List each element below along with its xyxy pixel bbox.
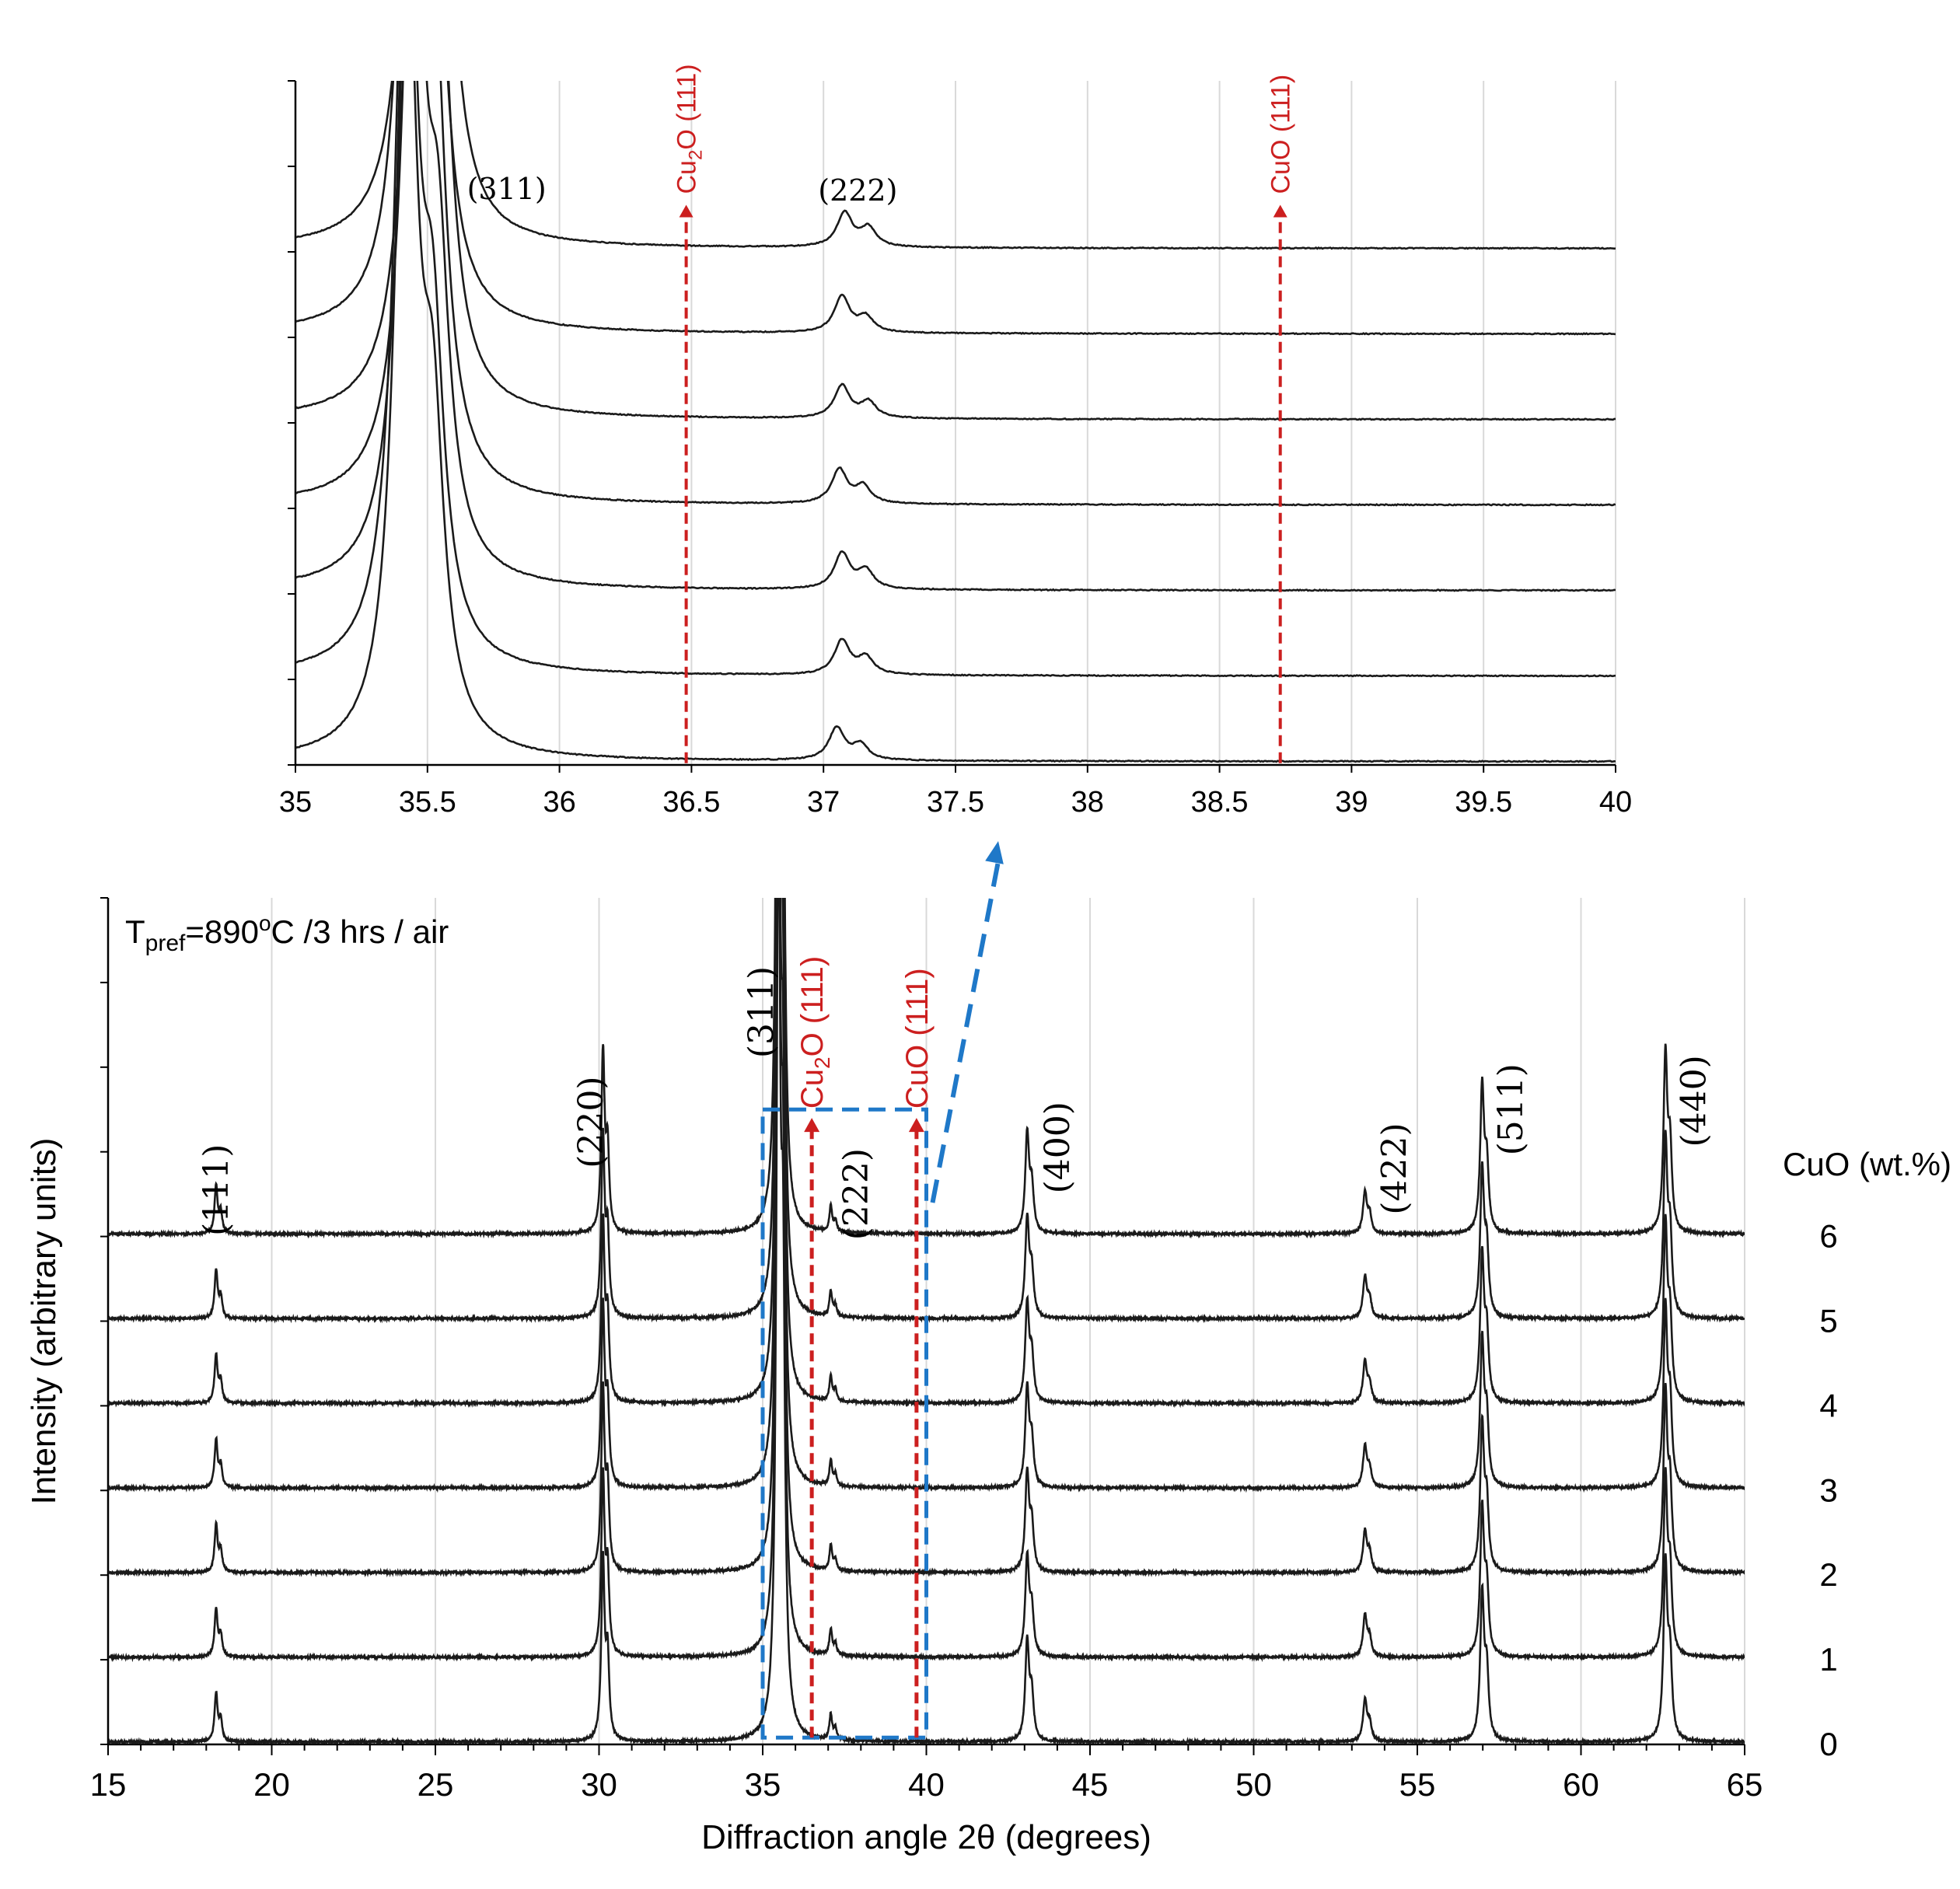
- main-series-label: 2: [1819, 1556, 1837, 1593]
- inset-phase-marker-arrow: [1273, 204, 1287, 218]
- main-x-tick-label: 35: [745, 1766, 781, 1803]
- main-peak-label: (440): [1675, 1055, 1714, 1147]
- inset-phase-marker-label: Cu2O (111): [673, 64, 707, 194]
- inset-series-6: [295, 81, 1616, 250]
- inset-series-4: [295, 81, 1616, 421]
- main-peak-label: (400): [1038, 1102, 1078, 1193]
- main-phase-marker-label: CuO (111): [900, 968, 935, 1109]
- main-y-axis-title: Intensity (arbitrary units): [25, 1138, 63, 1505]
- inset-x-tick-label: 37: [807, 786, 840, 819]
- phase-label-main: Cu: [795, 1069, 830, 1109]
- inset-series-3: [295, 81, 1616, 507]
- inset-x-tick-label: 38.5: [1191, 786, 1249, 819]
- legend-title: CuO (wt.%): [1783, 1146, 1951, 1182]
- main-phase-marker-arrow: [804, 1118, 820, 1133]
- main-peak-label: (222): [837, 1148, 876, 1240]
- inset-series-5: [295, 81, 1616, 336]
- inset-x-tick-label: 36.5: [662, 786, 720, 819]
- inset-x-tick-label: 38: [1071, 786, 1104, 819]
- condition-main: T: [125, 913, 145, 950]
- main-x-tick-label: 45: [1072, 1766, 1109, 1803]
- main-x-tick-label: 50: [1235, 1766, 1272, 1803]
- inset-series-2: [295, 81, 1616, 592]
- main-series-label: 1: [1819, 1641, 1837, 1678]
- main-series-0: [108, 898, 1745, 1744]
- condition-text: Tpref=890oC /3 hrs / air: [125, 911, 449, 956]
- inset-peak-label: (222): [818, 173, 897, 208]
- phase-label-rest: O (111): [673, 64, 702, 149]
- inset-series-0: [295, 81, 1616, 763]
- phase-label-main: CuO (111): [1266, 75, 1296, 194]
- zoom-connector: [930, 841, 1004, 1203]
- inset-traces: [295, 81, 1616, 763]
- main-x-tick-label: 15: [90, 1766, 127, 1803]
- inset-x-tick-label: 35: [279, 786, 312, 819]
- connector-arrowhead: [985, 841, 1004, 864]
- main-x-axis-title: Diffraction angle 2θ (degrees): [701, 1818, 1151, 1856]
- condition-tail: C /3 hrs / air: [271, 913, 449, 950]
- condition-sub: pref: [145, 931, 186, 956]
- inset-x-tick-label: 39: [1335, 786, 1368, 819]
- main-phase-marker-label: Cu2O (111): [795, 956, 834, 1109]
- phase-label-sub: 2: [810, 1056, 834, 1069]
- main-series-label: 4: [1819, 1387, 1837, 1423]
- main-x-tick-label: 20: [253, 1766, 290, 1803]
- inset-x-tick-label: 35.5: [399, 786, 456, 819]
- inset-x-tick-label: 39.5: [1455, 786, 1512, 819]
- main-series-label: 3: [1819, 1472, 1837, 1508]
- main-peak-label: (422): [1375, 1123, 1415, 1214]
- main-peak-label: (111): [197, 1144, 236, 1236]
- main-peak-label: (220): [571, 1076, 611, 1168]
- inset-chart: 35 35.5 36 36.5 37 37.5 38 38.5 39 39.5 40 (311) (22…: [279, 64, 1632, 819]
- phase-label-main: Cu: [673, 160, 702, 194]
- main-series-6: [108, 898, 1745, 1239]
- main-series-2: [108, 898, 1745, 1578]
- main-x-tick-label: 55: [1399, 1766, 1436, 1803]
- main-x-tick-label: 60: [1563, 1766, 1599, 1803]
- main-series-label: 0: [1819, 1726, 1837, 1762]
- phase-label-rest: O (111): [795, 956, 830, 1057]
- condition-sup: o: [259, 911, 271, 935]
- zoom-box: [760, 1107, 928, 1740]
- phase-label-sub: 2: [686, 150, 707, 160]
- main-x-tick-label: 40: [908, 1766, 945, 1803]
- inset-phase-marker-arrow: [679, 204, 694, 218]
- condition-rest: =890: [185, 913, 259, 950]
- inset-phase-marker-label: CuO (111): [1266, 75, 1296, 194]
- main-series-label: 6: [1819, 1218, 1837, 1255]
- main-series-1: [108, 898, 1745, 1663]
- inset-x-tick-label: 36: [543, 786, 575, 819]
- main-x-tick-label: 25: [418, 1766, 454, 1803]
- inset-x-tick-label: 37.5: [927, 786, 984, 819]
- main-phase-marker-arrow: [908, 1118, 924, 1133]
- inset-x-tick-label: 40: [1599, 786, 1632, 819]
- inset-peak-label: (311): [467, 172, 547, 206]
- main-series-label: 5: [1819, 1303, 1837, 1339]
- phase-label-main: CuO (111): [900, 968, 935, 1109]
- connector-line: [930, 861, 1001, 1203]
- main-peak-label: (511): [1491, 1063, 1531, 1155]
- inset-series-1: [295, 81, 1616, 678]
- main-x-tick-label: 65: [1727, 1766, 1763, 1803]
- main-peak-label: (311): [742, 966, 781, 1058]
- main-x-tick-label: 30: [581, 1766, 617, 1803]
